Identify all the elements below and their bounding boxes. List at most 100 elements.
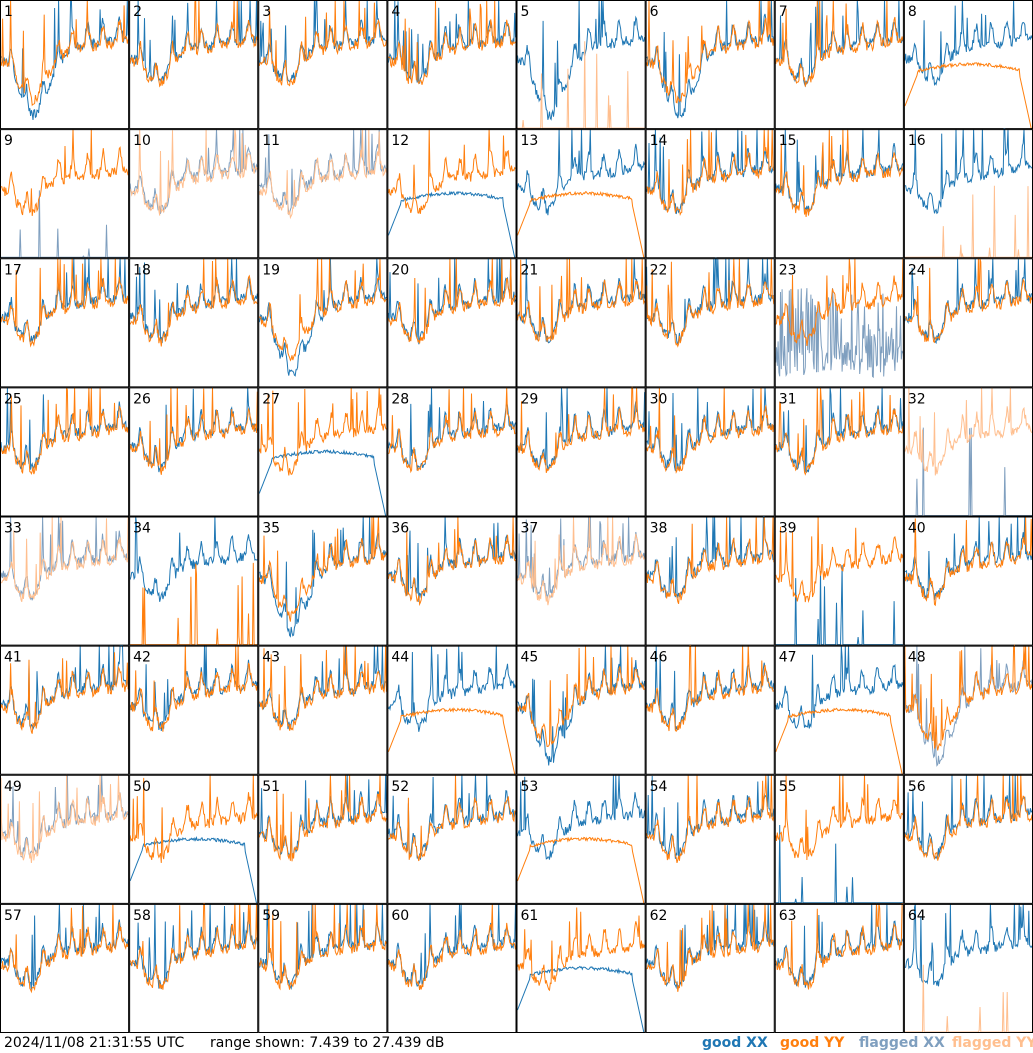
panel-label-3: 3: [262, 4, 271, 20]
panel-frame-60: [387, 903, 517, 1033]
panel-label-49: 49: [4, 779, 22, 795]
panel-44: 44: [387, 645, 517, 776]
panel-label-39: 39: [779, 521, 797, 537]
series-yy-5: [517, 41, 645, 129]
panel-frame-27: [258, 387, 388, 517]
series-yy-13: [517, 190, 645, 259]
panel-3: 3: [258, 0, 388, 130]
series-yy-9: [0, 129, 129, 216]
panel-label-11: 11: [262, 133, 280, 149]
series-yy-30: [646, 387, 775, 474]
panel-label-30: 30: [650, 391, 668, 407]
legend-good-yy: good YY: [780, 1035, 845, 1051]
panel-frame-45: [516, 645, 646, 775]
panel-55: 55: [774, 774, 904, 904]
panel-label-2: 2: [133, 4, 142, 20]
panel-frame-36: [387, 516, 517, 646]
series-xx-13: [517, 129, 646, 216]
panel-22: 22: [645, 257, 775, 388]
series-xx-34: [129, 516, 258, 602]
panel-29: 29: [516, 386, 646, 517]
panel-63: 63: [774, 903, 904, 1033]
panel-label-19: 19: [262, 262, 280, 278]
series-xx-50: [129, 836, 258, 905]
series-xx-53: [517, 774, 646, 860]
panel-47: 47: [774, 645, 904, 776]
series-xx-3: [258, 0, 387, 83]
panel-label-34: 34: [133, 521, 151, 537]
series-yy-39: [775, 516, 904, 603]
series-yy-38: [646, 516, 775, 604]
panel-frame-35: [258, 516, 388, 646]
series-yy-46: [646, 645, 774, 732]
panel-57: 57: [0, 903, 130, 1033]
series-yy-22: [646, 258, 775, 348]
series-xx-19: [258, 258, 387, 377]
panel-label-26: 26: [133, 391, 151, 407]
panel-23: 23: [774, 258, 904, 388]
series-yy-40: [904, 516, 1033, 607]
panel-label-63: 63: [779, 908, 797, 924]
panel-label-23: 23: [779, 262, 797, 278]
panel-45: 45: [516, 645, 646, 775]
series-xx-11: [259, 129, 387, 216]
panel-20: 20: [387, 258, 517, 388]
timestamp: 2024/11/08 21:31:55 UTC: [4, 1035, 185, 1051]
series-yy-28: [388, 387, 516, 474]
panel-4: 4: [387, 0, 517, 130]
series-yy-57: [0, 903, 129, 994]
panel-64: 64: [903, 903, 1033, 1033]
series-yy-32: [904, 387, 1033, 476]
series-yy-42: [129, 645, 258, 732]
panel-18: 18: [129, 258, 259, 388]
panel-frame-39: [774, 516, 904, 646]
panel-label-6: 6: [650, 4, 659, 20]
panel-1: 1: [0, 0, 130, 130]
series-yy-3: [258, 0, 387, 87]
series-yy-15: [775, 129, 904, 218]
panel-label-8: 8: [908, 4, 917, 20]
series-xx-27: [258, 448, 387, 517]
series-yy-41: [0, 652, 129, 734]
panel-13: 13: [516, 129, 646, 259]
panel-14: 14: [645, 129, 775, 259]
panel-54: 54: [645, 774, 775, 904]
series-xx-1: [0, 0, 129, 121]
panel-frame-15: [774, 129, 904, 259]
panel-49: 49: [0, 774, 130, 904]
panel-frame-59: [258, 903, 388, 1033]
panel-60: 60: [387, 903, 517, 1033]
panel-label-16: 16: [908, 133, 926, 149]
panel-label-64: 64: [908, 908, 926, 924]
series-xx-8: [904, 0, 1033, 87]
panel-25: 25: [0, 387, 130, 517]
panel-39: 39: [774, 516, 904, 646]
series-yy-48: [904, 644, 1033, 751]
series-yy-29: [517, 386, 646, 474]
panel-label-40: 40: [908, 521, 926, 537]
panel-37: 37: [516, 516, 646, 646]
series-xx-9: [1, 190, 129, 258]
panel-frame-6: [645, 0, 775, 130]
panel-8: 8: [903, 0, 1033, 130]
panel-frame-33: [0, 516, 130, 646]
panel-33: 33: [0, 516, 130, 646]
panel-frame-43: [258, 645, 388, 775]
series-xx-36: [387, 516, 516, 603]
panel-label-41: 41: [4, 650, 22, 666]
panel-label-25: 25: [4, 391, 22, 407]
panel-34: 34: [129, 516, 259, 646]
panel-7: 7: [774, 0, 904, 130]
panel-frame-41: [0, 645, 130, 775]
panel-label-52: 52: [391, 779, 409, 795]
panel-label-20: 20: [391, 262, 409, 278]
panel-label-14: 14: [650, 133, 668, 149]
legend-flagged-xx: flagged XX: [859, 1035, 945, 1051]
series-yy-10: [129, 129, 258, 216]
panel-label-61: 61: [521, 908, 539, 924]
panel-frame-12: [387, 129, 517, 259]
panel-frame-4: [387, 0, 517, 130]
series-yy-50: [129, 774, 258, 863]
panel-label-9: 9: [4, 133, 13, 149]
